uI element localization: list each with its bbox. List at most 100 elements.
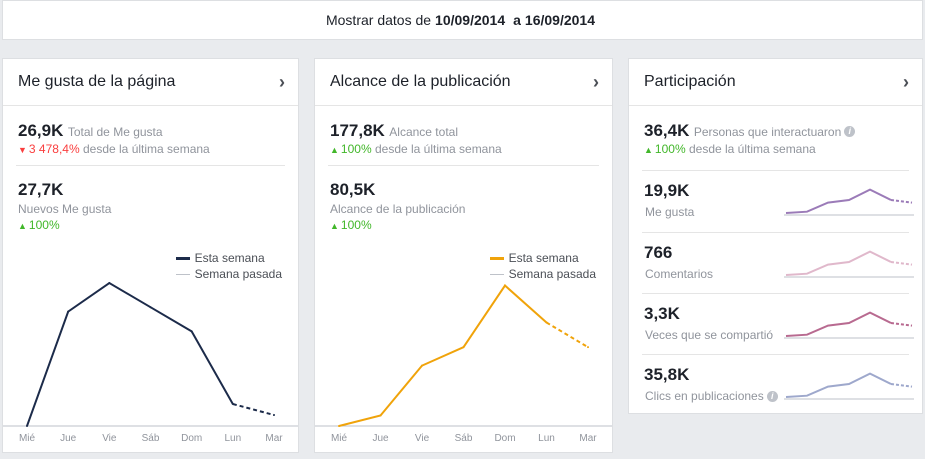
total-likes-delta-suffix: desde la última semana bbox=[82, 142, 210, 156]
post-reach-chart: Mié Jue Vie Sáb Dom Lun Mar bbox=[315, 284, 612, 444]
data-point bbox=[338, 425, 340, 427]
x-tick-label: Jue bbox=[372, 433, 389, 444]
data-point bbox=[462, 346, 465, 349]
data-point bbox=[504, 284, 506, 287]
total-reach-delta-suffix: desde la última semana bbox=[374, 142, 502, 156]
divider bbox=[642, 354, 909, 355]
sparkline-series bbox=[785, 311, 892, 337]
date-range-connector: a bbox=[513, 12, 521, 28]
x-tick-label: Vie bbox=[102, 433, 117, 444]
engagement-total-delta: 100% bbox=[654, 142, 686, 156]
series-line-this-week bbox=[26, 281, 234, 427]
x-tick-label: Sáb bbox=[455, 433, 473, 444]
data-point bbox=[67, 310, 70, 313]
x-tick-label: Mié bbox=[19, 433, 36, 444]
series-line-this-week-projection bbox=[232, 403, 275, 416]
legend-last-week: Semana pasada bbox=[508, 267, 596, 281]
total-likes-metric: 26,9K Total de Me gusta ▼ 3 478,4% desde … bbox=[3, 106, 298, 156]
post-reach-label: Alcance de la publicación bbox=[330, 202, 466, 216]
date-range-end[interactable]: 16/09/2014 bbox=[524, 12, 595, 28]
data-point bbox=[149, 306, 152, 309]
total-likes-delta: 3 478,4% bbox=[28, 142, 80, 156]
engagement-row-shares[interactable]: 3,3K Veces que se compartió bbox=[629, 294, 922, 355]
engagement-clicks-value: 35,8K bbox=[644, 365, 690, 384]
data-point bbox=[379, 414, 382, 417]
engagement-header[interactable]: Participación › bbox=[629, 59, 922, 106]
new-likes-chart: Mié Jue Vie Sáb Dom Lun Mar bbox=[3, 281, 298, 444]
x-tick-label: Jue bbox=[60, 433, 77, 444]
page-likes-card: Me gusta de la página › 26,9K Total de M… bbox=[2, 58, 299, 453]
info-icon[interactable]: i bbox=[844, 126, 856, 138]
data-point bbox=[231, 403, 234, 405]
x-tick-label: Mié bbox=[331, 433, 348, 444]
engagement-row-likes[interactable]: 19,9K Me gusta bbox=[629, 171, 922, 232]
divider bbox=[16, 165, 285, 166]
data-point bbox=[26, 425, 28, 427]
engagement-shares-label: Veces que se compartió bbox=[645, 328, 774, 342]
chevron-right-icon[interactable]: › bbox=[593, 71, 599, 92]
divider bbox=[328, 165, 599, 166]
x-tick-label: Dom bbox=[494, 433, 515, 444]
post-reach-title: Alcance de la publicación bbox=[330, 73, 511, 90]
engagement-total-label: Personas que interactuaron bbox=[693, 125, 842, 139]
post-reach-card: Alcance de la publicación › 177,8K Alcan… bbox=[314, 58, 613, 453]
legend-last-week-swatch bbox=[489, 273, 504, 275]
sparkline-projection bbox=[890, 322, 913, 327]
divider bbox=[642, 170, 909, 171]
engagement-comments-label: Comentarios bbox=[645, 267, 714, 281]
x-tick-label: Vie bbox=[415, 433, 430, 444]
chevron-right-icon[interactable]: › bbox=[903, 71, 909, 92]
sparkline-projection bbox=[890, 261, 913, 266]
legend-last-week-swatch bbox=[175, 273, 190, 275]
shares-sparkline bbox=[784, 311, 914, 339]
triangle-down-icon: ▼ bbox=[18, 145, 27, 155]
date-range-prefix: Mostrar datos de bbox=[325, 12, 432, 28]
engagement-total-value: 36,4K bbox=[644, 121, 690, 140]
x-tick-label: Mar bbox=[265, 433, 283, 444]
total-likes-value: 26,9K bbox=[18, 121, 64, 140]
legend-this-week: Esta semana bbox=[508, 251, 579, 265]
data-point bbox=[421, 364, 423, 367]
new-likes-metric: 27,7K Nuevos Me gusta ▲ 100% bbox=[3, 166, 298, 232]
divider bbox=[642, 232, 909, 233]
new-likes-value: 27,7K bbox=[18, 180, 64, 199]
data-point bbox=[545, 321, 548, 324]
info-icon[interactable]: i bbox=[766, 391, 778, 403]
likes-chart-legend: Esta semana Semana pasada bbox=[175, 250, 282, 282]
date-range-start[interactable]: 10/09/2014 bbox=[435, 12, 506, 28]
x-tick-label: Mar bbox=[579, 433, 597, 444]
series-line-this-week bbox=[338, 284, 548, 427]
post-reach-value: 80,5K bbox=[330, 180, 376, 199]
page-likes-title: Me gusta de la página bbox=[18, 73, 176, 90]
total-reach-label: Alcance total bbox=[389, 125, 458, 139]
legend-this-week-swatch bbox=[175, 256, 190, 260]
data-point bbox=[190, 330, 193, 333]
sparkline-series bbox=[785, 372, 892, 398]
x-tick-label: Sáb bbox=[142, 433, 160, 444]
new-likes-delta: 100% bbox=[28, 218, 60, 232]
engagement-row-comments[interactable]: 766 Comentarios bbox=[629, 233, 922, 294]
total-reach-value: 177,8K bbox=[330, 121, 385, 140]
engagement-likes-label: Me gusta bbox=[645, 205, 695, 219]
triangle-up-icon: ▲ bbox=[330, 221, 339, 231]
triangle-up-icon: ▲ bbox=[18, 221, 27, 231]
likes-sparkline bbox=[784, 188, 914, 216]
x-tick-label: Lun bbox=[538, 433, 555, 444]
post-reach-metric: 80,5K Alcance de la publicación ▲ 100% bbox=[315, 166, 612, 232]
chevron-right-icon[interactable]: › bbox=[279, 71, 285, 92]
comments-sparkline bbox=[784, 250, 914, 278]
page-likes-header[interactable]: Me gusta de la página › bbox=[3, 59, 298, 106]
reach-chart-legend: Esta semana Semana pasada bbox=[489, 250, 596, 282]
triangle-up-icon: ▲ bbox=[644, 145, 653, 155]
post-reach-delta: 100% bbox=[340, 218, 372, 232]
legend-this-week: Esta semana bbox=[194, 251, 265, 265]
sparkline-projection bbox=[890, 199, 913, 204]
post-reach-header[interactable]: Alcance de la publicación › bbox=[315, 59, 612, 106]
data-point bbox=[273, 414, 275, 416]
engagement-shares-value: 3,3K bbox=[644, 304, 680, 323]
engagement-row-clicks[interactable]: 35,8K Clics en publicaciones i bbox=[629, 355, 922, 416]
total-likes-label: Total de Me gusta bbox=[67, 125, 163, 139]
total-reach-metric: 177,8K Alcance total ▲ 100% desde la últi… bbox=[315, 106, 612, 156]
engagement-title: Participación bbox=[644, 73, 736, 90]
engagement-total-metric: 36,4K Personas que interactuaron i ▲ 100% … bbox=[629, 106, 922, 156]
